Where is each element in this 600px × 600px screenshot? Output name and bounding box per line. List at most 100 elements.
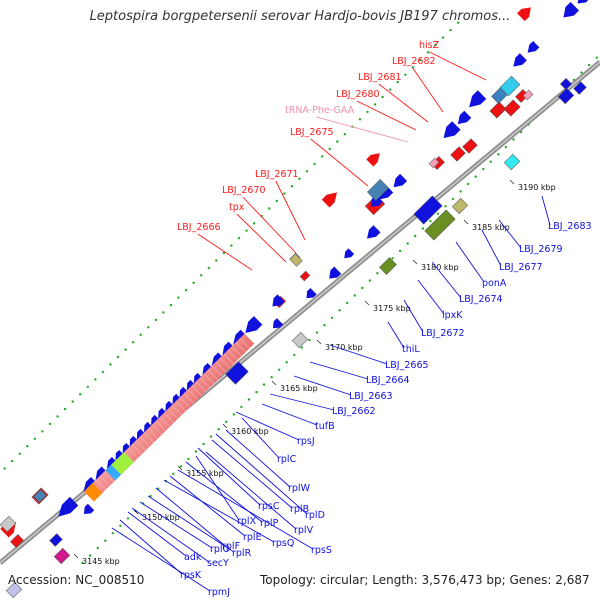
grid-dot — [336, 140, 339, 143]
reverse-gene-shape — [53, 547, 71, 565]
reverse-gene-arrow-shape — [527, 40, 540, 53]
grid-dot — [184, 289, 188, 292]
ribosomal-band-divider — [179, 396, 190, 408]
kbp-tick-label: 3185 kbp — [472, 223, 510, 232]
grid-dot — [353, 294, 356, 297]
reverse-gene-label: rplC — [277, 454, 297, 465]
grid-dot — [232, 413, 235, 416]
reverse-gene-arrow — [443, 121, 461, 139]
grid-dot — [497, 153, 500, 156]
reverse-gene-label: LBJ_2674 — [459, 294, 503, 305]
grid-dot — [457, 21, 460, 24]
grid-dot — [406, 242, 409, 245]
reverse-gene — [503, 153, 521, 171]
ribosomal-band-divider — [99, 475, 111, 486]
kbp-tick-label: 3180 kbp — [421, 263, 459, 272]
reverse-gene-label: LBJ_2672 — [421, 328, 465, 339]
reverse-gene-arrow — [272, 294, 285, 307]
grid-dot — [330, 316, 334, 319]
reverse-label-leader — [541, 195, 551, 226]
reverse-gene-arrow — [513, 53, 527, 67]
forward-gene-label: LBJ_2670 — [222, 185, 266, 196]
grid-dot — [381, 95, 384, 99]
grid-dot — [217, 428, 220, 431]
reverse-gene-shape — [573, 81, 587, 95]
reverse-label-leader — [163, 479, 275, 543]
ribosomal-band-divider — [139, 436, 151, 447]
reverse-gene-arrow — [272, 318, 284, 329]
reverse-gene-shape — [33, 489, 47, 503]
reverse-label-leader — [155, 487, 225, 546]
grid-dot — [230, 244, 233, 247]
kbp-tick-label: 3190 kbp — [518, 183, 556, 192]
grid-dot — [126, 517, 130, 520]
forward-gene-label: LBJ_2675 — [290, 127, 334, 138]
reverse-label-leader — [205, 451, 297, 530]
forward-label-leader — [429, 51, 487, 81]
forward-gene — [462, 138, 478, 154]
reverse-gene-arrow — [58, 496, 79, 517]
grid-dot — [194, 450, 198, 453]
grid-dot — [245, 229, 248, 232]
grid-dot — [169, 303, 173, 307]
ribosomal-gene-blue — [105, 464, 122, 481]
reverse-label-leader — [403, 299, 424, 333]
reverse-gene-label: tufB — [315, 421, 335, 432]
reverse-gene — [379, 257, 397, 275]
reverse-gene — [367, 179, 389, 201]
forward-gene — [503, 99, 521, 117]
ribosomal-band-divider — [215, 361, 226, 373]
grid-dot — [215, 259, 218, 262]
ribosomal-band-divider — [235, 342, 246, 353]
ribosomal-band-divider — [183, 393, 194, 404]
grid-dot — [308, 338, 311, 342]
grid-dot — [328, 147, 331, 151]
grid-dot — [33, 437, 37, 440]
reverse-label-leader — [481, 229, 502, 267]
grid-dot — [202, 442, 205, 446]
kbp-tick-label: 3150 kbp — [142, 513, 180, 522]
grid-dot — [489, 160, 492, 163]
ribosomal-band-divider — [163, 412, 174, 424]
grid-dot — [451, 197, 455, 201]
forward-gene-arrow — [321, 192, 338, 208]
grid-dot — [172, 472, 175, 475]
forward-gene-shape — [515, 89, 529, 103]
grid-dot — [278, 368, 281, 371]
grid-dot — [391, 257, 394, 260]
reverse-gene-label: LBJ_2683 — [548, 221, 592, 232]
ribosomal-band-divider — [171, 404, 182, 416]
reverse-gene-arrow-shape — [469, 90, 487, 108]
reverse-gene-label: rplF — [222, 541, 240, 552]
ribosomal-band-divider — [227, 349, 238, 361]
grid-dot — [96, 546, 99, 550]
reverse-gene-arrow — [344, 248, 355, 259]
reverse-label-leader — [241, 417, 280, 459]
reverse-gene-label: LBJ_2664 — [366, 375, 410, 386]
ribosomal-band-divider — [211, 365, 222, 376]
grid-dot — [225, 420, 228, 423]
grid-dot — [474, 175, 477, 178]
grid-dot — [18, 452, 21, 455]
trna-gene-shape — [428, 157, 440, 169]
forward-label-leader — [356, 100, 417, 131]
grid-dot — [414, 234, 417, 238]
reverse-gene-label: LBJ_2662 — [332, 406, 376, 417]
reverse-label-leader — [139, 501, 213, 549]
forward-gene-label: LBJ_2682 — [392, 56, 436, 67]
forward-label-leader — [275, 180, 306, 241]
grid-dot — [275, 199, 278, 203]
grid-dot — [109, 363, 112, 366]
grid-dot — [255, 390, 258, 394]
reverse-gene-arrow-shape — [245, 316, 263, 333]
reverse-gene-arrow-shape — [329, 266, 342, 279]
grid-dot — [404, 73, 407, 76]
grid-dot — [389, 88, 392, 91]
kbp-tick-label: 3165 kbp — [280, 384, 318, 393]
grid-dot — [89, 554, 92, 557]
ribosomal-band-divider — [95, 479, 107, 490]
reverse-gene-label: rpsC — [258, 501, 280, 512]
reverse-gene-label: ponA — [482, 278, 507, 289]
grid-dot — [504, 145, 508, 149]
